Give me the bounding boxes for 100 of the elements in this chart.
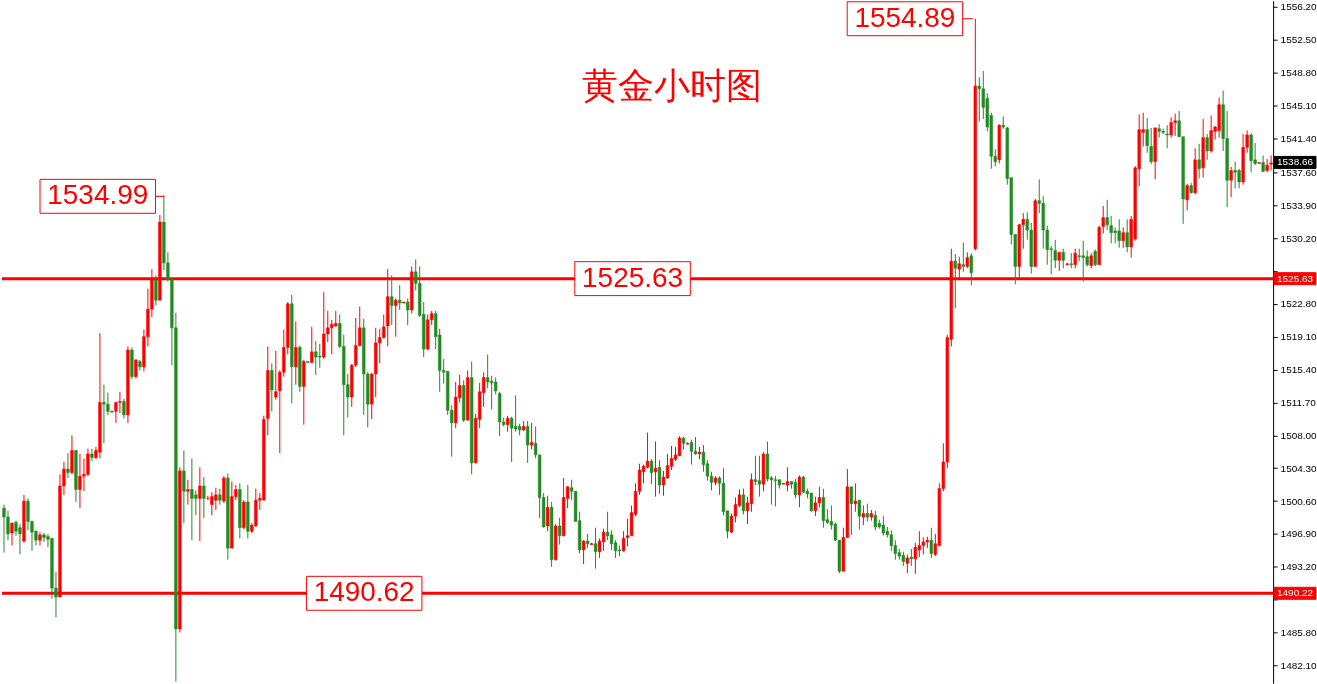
candlestick — [194, 489, 198, 516]
candlestick — [398, 284, 402, 311]
candlestick — [853, 482, 858, 513]
y-tick-label: 1504.30 — [1280, 462, 1317, 474]
ref-line-label: 1490.22 — [1277, 587, 1314, 599]
candlestick — [601, 528, 606, 552]
candlestick — [1057, 251, 1061, 272]
candlestick — [210, 491, 214, 516]
candlestick — [1165, 124, 1169, 149]
y-tick-label: 1496.90 — [1280, 528, 1317, 540]
candlestick — [529, 422, 534, 451]
annotation: 1554.89 — [854, 1, 956, 33]
candlestick — [490, 375, 494, 411]
candlestick — [42, 532, 46, 543]
text: 黄金小时图 — [582, 64, 763, 106]
y-tick-label: 1515.40 — [1280, 364, 1317, 376]
y-tick-label: 1556.20 — [1280, 1, 1317, 13]
candlestick — [198, 466, 202, 542]
candlestick — [929, 527, 933, 559]
candlestick — [849, 486, 854, 536]
candlestick — [18, 523, 22, 555]
candlestick — [314, 340, 318, 376]
candlestick — [813, 496, 818, 517]
candlestick — [581, 539, 586, 565]
y-tick-label: 1545.10 — [1280, 100, 1317, 112]
candlestick — [953, 253, 957, 309]
candlestick — [322, 291, 326, 360]
candlestick — [1121, 226, 1125, 249]
candlestick — [206, 495, 210, 501]
candlestick — [657, 459, 662, 495]
candlestick — [1229, 166, 1233, 198]
candlestick — [318, 343, 322, 369]
candlestick — [1061, 248, 1065, 269]
y-tick-label: 1530.20 — [1280, 232, 1317, 244]
candlestick — [330, 319, 334, 355]
candlestick — [202, 476, 206, 519]
candlestick — [294, 321, 298, 386]
candlestick — [1173, 113, 1177, 137]
candlestick — [1185, 183, 1189, 211]
candlestick — [757, 455, 762, 498]
annotation: 1490.62 — [313, 576, 415, 608]
candlestick — [1081, 240, 1085, 283]
candlestick — [793, 478, 798, 499]
candlestick — [1209, 114, 1213, 154]
candlestick — [545, 495, 550, 532]
y-tick-label: 1533.90 — [1280, 199, 1317, 211]
candlestick — [270, 362, 274, 412]
candlestick — [406, 297, 410, 326]
candlestick — [1265, 158, 1269, 173]
candlestick — [1169, 116, 1173, 139]
candlestick — [102, 384, 106, 444]
candlestick — [1197, 143, 1201, 179]
candlestick — [70, 434, 74, 475]
y-tick-label: 1522.80 — [1280, 298, 1317, 310]
candlestick — [118, 391, 122, 414]
candlestick — [889, 529, 894, 552]
candlestick — [78, 453, 82, 509]
y-tick-label: 1500.60 — [1280, 495, 1317, 507]
y-tick-label: 1511.70 — [1280, 396, 1317, 408]
candlestick — [190, 457, 194, 541]
candlestick — [1205, 133, 1209, 161]
annotation: 1534.99 — [47, 179, 149, 211]
y-tick-label: 1485.80 — [1280, 627, 1317, 639]
y-tick-label: 1482.10 — [1280, 659, 1317, 671]
y-tick-label: 1541.40 — [1280, 133, 1317, 144]
candlestick — [134, 359, 138, 379]
candlestick — [154, 274, 158, 307]
candlestick — [961, 241, 965, 273]
candlestick — [913, 542, 917, 575]
candlestick — [1117, 218, 1121, 249]
ref-line-label: 1525.63 — [1277, 272, 1314, 284]
candlestick — [390, 274, 394, 326]
candlestick — [969, 252, 973, 286]
y-tick-label: 1548.80 — [1280, 67, 1317, 79]
candlestick — [310, 326, 314, 364]
y-tick-label: 1519.10 — [1280, 331, 1317, 343]
candlestick — [394, 297, 398, 338]
y-tick-label: 1508.00 — [1280, 429, 1317, 441]
candlestick — [653, 441, 658, 498]
candlestick — [182, 449, 186, 524]
candlestick — [649, 458, 654, 485]
y-tick-label: 1493.20 — [1280, 561, 1317, 573]
candlestick — [905, 553, 910, 574]
candlestick — [1105, 199, 1109, 231]
candlestick — [2, 504, 6, 554]
y-tick-label: 1537.60 — [1280, 166, 1317, 178]
candlestick — [513, 394, 518, 433]
candlestick — [809, 492, 814, 513]
candlestick — [977, 76, 981, 123]
candlestick — [1101, 205, 1105, 235]
text: 1538.66 — [1277, 156, 1314, 168]
candlestick — [1233, 161, 1237, 189]
candlestick — [1269, 154, 1273, 171]
candlestick — [26, 497, 30, 531]
candlestick — [1073, 248, 1077, 269]
candlestick — [66, 452, 70, 479]
candlestick — [186, 479, 190, 506]
candlestick — [557, 517, 562, 546]
candlestick — [214, 487, 218, 511]
y-tick-label: 1552.50 — [1280, 34, 1317, 46]
